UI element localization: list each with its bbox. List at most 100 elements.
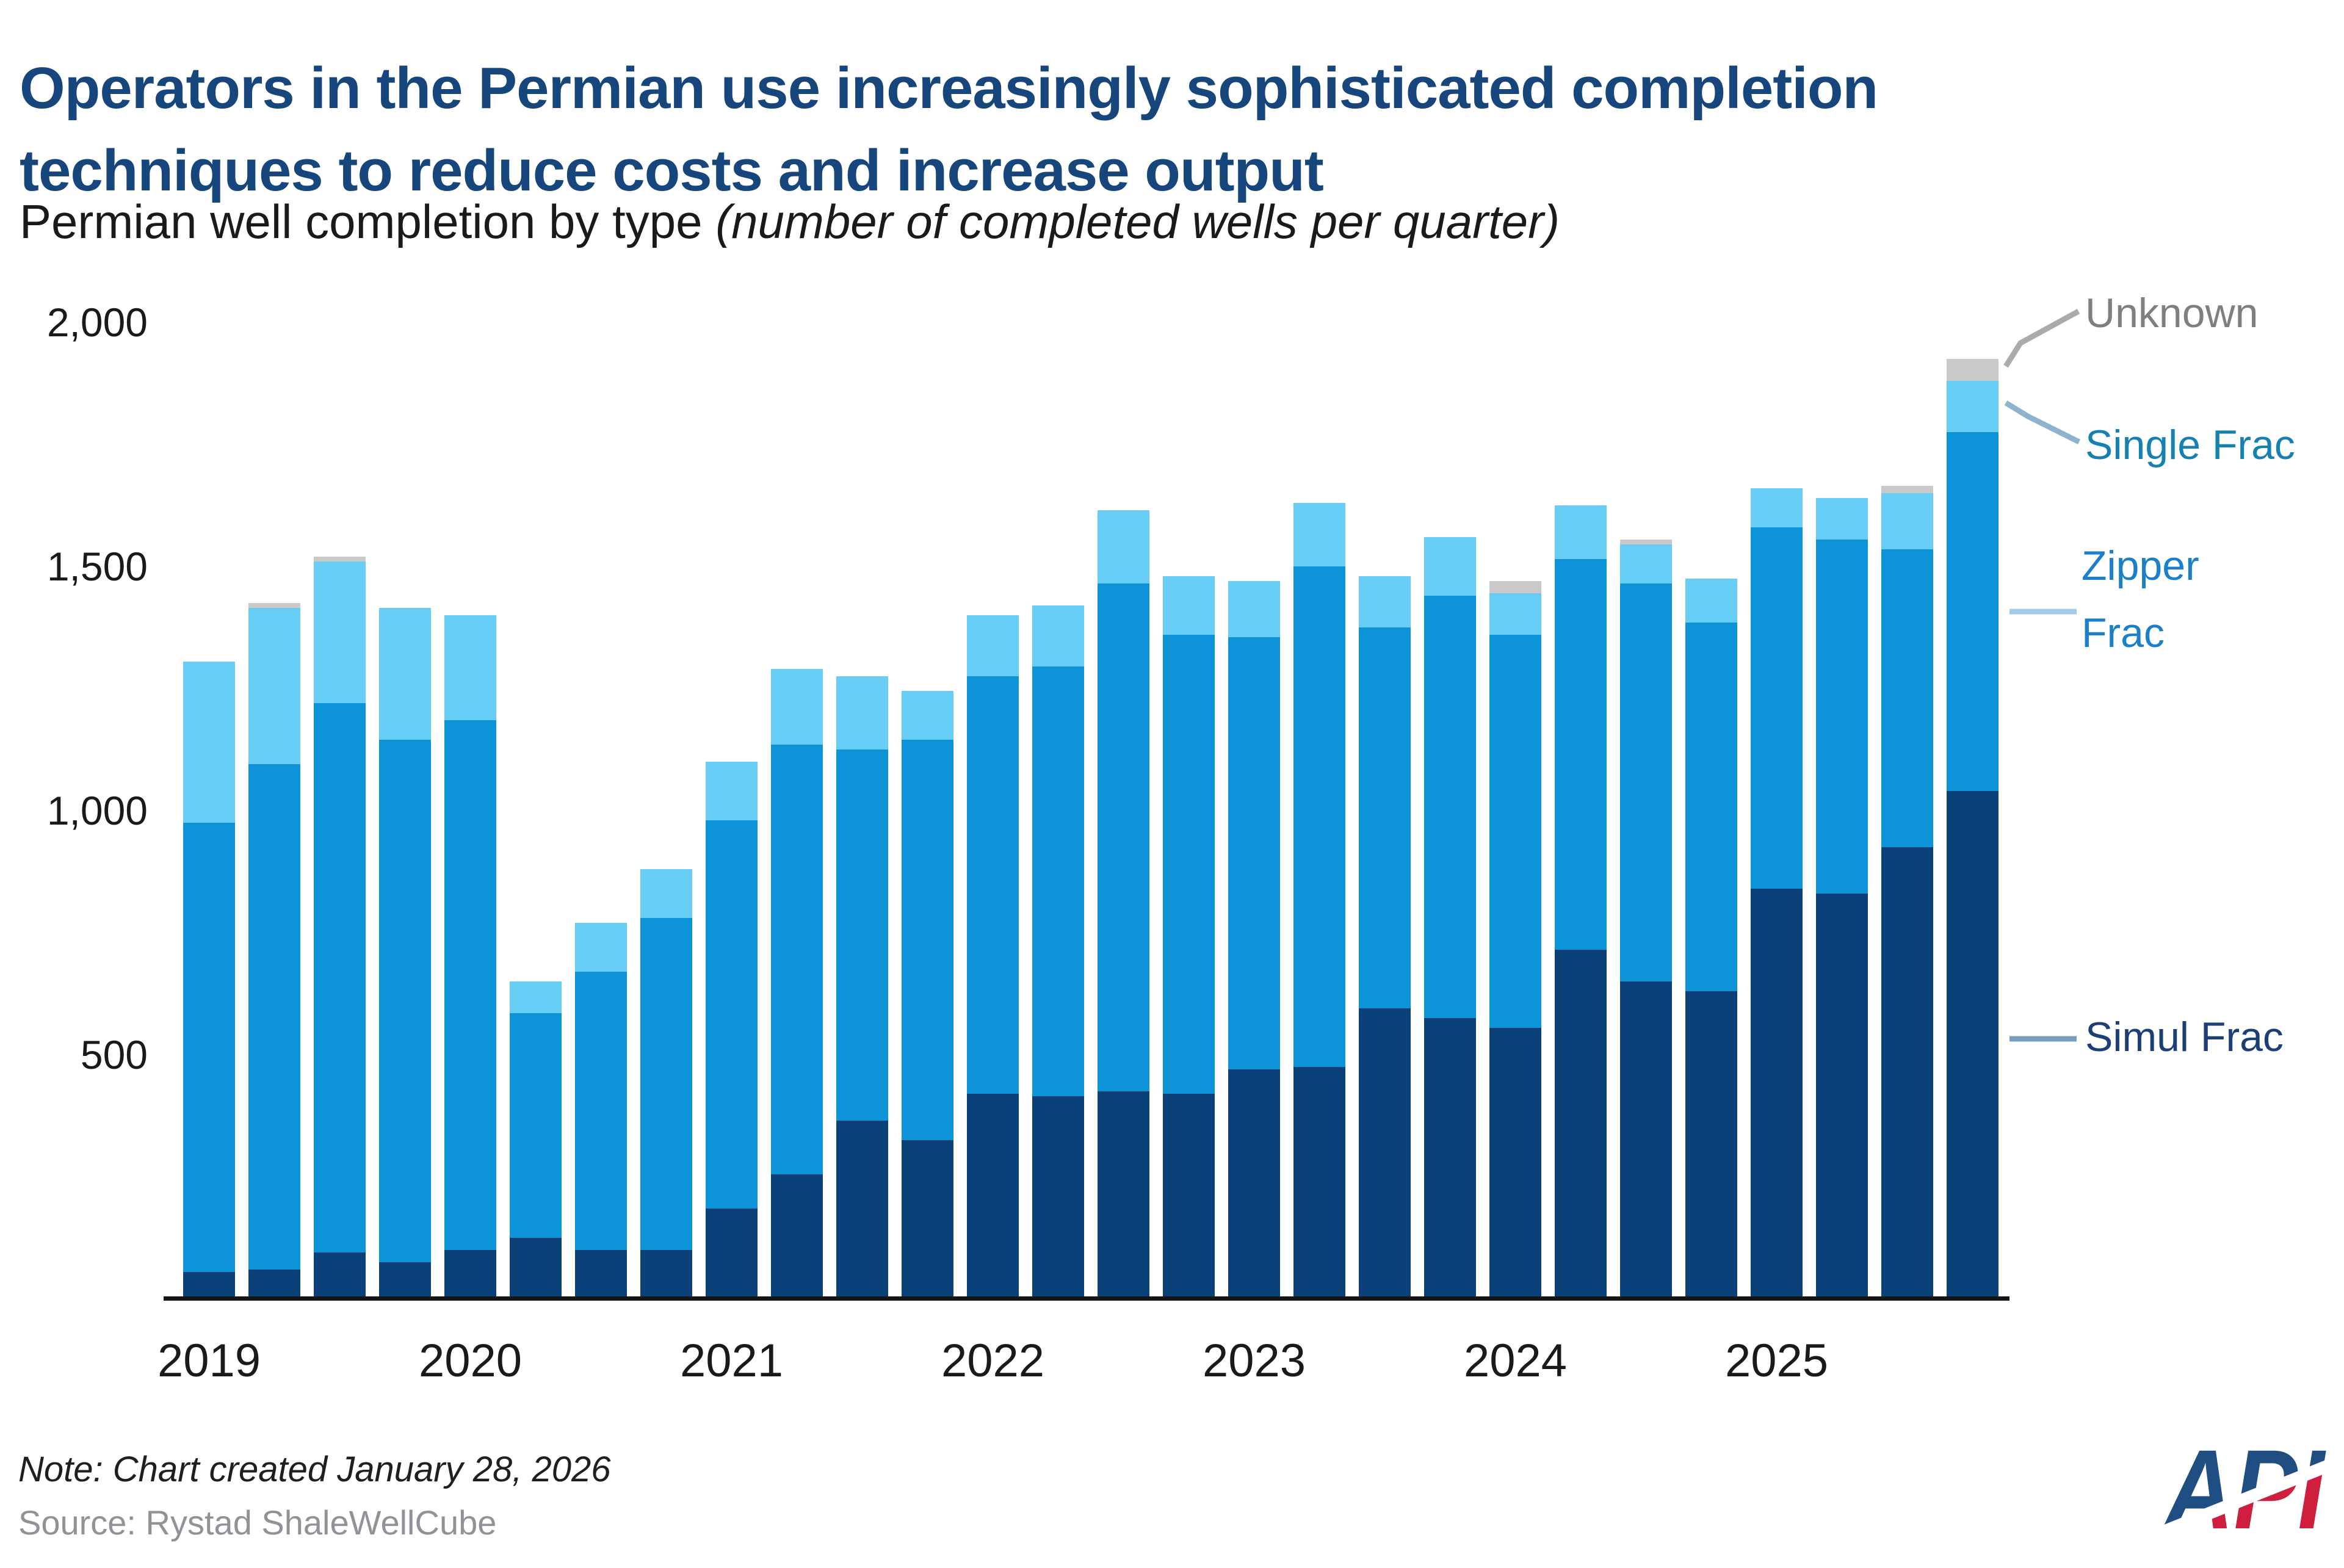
segment-simul-frac	[1816, 894, 1868, 1299]
segment-unknown	[1489, 581, 1541, 593]
bar-2024-Q4	[1685, 579, 1737, 1299]
bar-2021-Q2	[771, 669, 823, 1299]
segment-zipper-frac	[1424, 596, 1476, 1018]
segment-simul-frac	[640, 1250, 692, 1299]
segment-zipper-frac	[902, 740, 953, 1140]
segment-unknown	[1881, 486, 1933, 493]
segment-simul-frac	[248, 1270, 300, 1299]
segment-single-frac	[444, 615, 496, 720]
segment-zipper-frac	[1032, 667, 1084, 1096]
segment-simul-frac	[1424, 1018, 1476, 1299]
segment-single-frac	[1424, 537, 1476, 596]
bar-2020-Q1	[444, 615, 496, 1299]
segment-zipper-frac	[1489, 635, 1541, 1028]
segment-zipper-frac	[1163, 635, 1215, 1094]
bar-2020-Q4	[640, 869, 692, 1299]
title-line-2: techniques to reduce costs and increase …	[20, 137, 1324, 203]
bar-2024-Q3	[1620, 540, 1672, 1299]
segment-simul-frac	[1489, 1028, 1541, 1299]
segment-zipper-frac	[248, 764, 300, 1270]
segment-zipper-frac	[1816, 540, 1868, 894]
segment-simul-frac	[1947, 791, 1999, 1299]
segment-zipper-frac	[1228, 637, 1280, 1069]
bar-2025-Q4	[1947, 359, 1999, 1299]
segment-unknown	[1947, 359, 1999, 381]
segment-zipper-frac	[1293, 566, 1345, 1067]
segment-zipper-frac	[1359, 627, 1411, 1008]
segment-zipper-frac	[314, 703, 366, 1252]
segment-zipper-frac	[379, 740, 431, 1262]
chart-note: Note: Chart created January 28, 2026	[18, 1450, 611, 1489]
bar-2019-Q4	[379, 608, 431, 1299]
segment-simul-frac	[1228, 1069, 1280, 1299]
y-tick-label-2000: 2,000	[46, 300, 148, 345]
y-tick-label-1000: 1,000	[46, 788, 148, 833]
segment-single-frac	[1032, 605, 1084, 667]
bar-2021-Q1	[706, 762, 758, 1299]
segment-unknown	[248, 603, 300, 608]
segment-zipper-frac	[967, 676, 1019, 1094]
segment-zipper-frac	[510, 1013, 562, 1238]
segment-simul-frac	[575, 1250, 627, 1299]
segment-simul-frac	[1163, 1094, 1215, 1299]
segment-zipper-frac	[1620, 583, 1672, 981]
segment-single-frac	[1098, 510, 1149, 583]
bar-2023-Q4	[1424, 537, 1476, 1299]
title-line-1: Operators in the Permian use increasingl…	[20, 56, 1878, 121]
x-axis-label-2024: 2024	[1463, 1335, 1568, 1387]
segment-simul-frac	[1620, 981, 1672, 1299]
segment-single-frac	[836, 676, 888, 750]
bar-2020-Q3	[575, 923, 627, 1299]
segment-single-frac	[1293, 503, 1345, 566]
segment-simul-frac	[902, 1140, 953, 1299]
page-title: Operators in the Permian use increasingl…	[20, 48, 2193, 212]
bar-2024-Q2	[1555, 505, 1607, 1299]
segment-single-frac	[1163, 576, 1215, 635]
segment-single-frac	[510, 981, 562, 1013]
x-axis-label-2022: 2022	[941, 1335, 1045, 1387]
bar-2022-Q1	[967, 615, 1019, 1299]
segment-single-frac	[1359, 576, 1411, 627]
segment-single-frac	[1751, 488, 1803, 527]
segment-single-frac	[1947, 381, 1999, 432]
segment-single-frac	[1816, 498, 1868, 540]
bar-2019-Q1	[183, 662, 235, 1299]
segment-simul-frac	[314, 1252, 366, 1299]
segment-unknown	[1620, 540, 1672, 544]
segment-zipper-frac	[1685, 623, 1737, 991]
segment-zipper-frac	[771, 745, 823, 1174]
segment-single-frac	[706, 762, 758, 820]
api-logo: API API	[2163, 1427, 2326, 1553]
x-axis-label-2020: 2020	[418, 1335, 523, 1387]
bar-2025-Q2	[1816, 498, 1868, 1299]
segment-simul-frac	[510, 1238, 562, 1299]
segment-simul-frac	[1685, 991, 1737, 1299]
legend-item-simul-frac: Simul Frac	[2085, 1014, 2284, 1060]
x-axis-label-2019: 2019	[157, 1335, 261, 1387]
segment-single-frac	[379, 608, 431, 740]
segment-unknown	[314, 557, 366, 562]
y-tick-label-500: 500	[80, 1032, 148, 1077]
bar-2021-Q4	[902, 691, 953, 1299]
segment-zipper-frac	[575, 972, 627, 1250]
segment-simul-frac	[1881, 847, 1933, 1299]
segment-zipper-frac	[1947, 432, 1999, 791]
bar-2019-Q3	[314, 557, 366, 1299]
bar-2025-Q1	[1751, 488, 1803, 1299]
segment-single-frac	[1881, 493, 1933, 549]
segment-zipper-frac	[836, 750, 888, 1121]
x-axis-label-2025: 2025	[1724, 1335, 1829, 1387]
segment-single-frac	[967, 615, 1019, 676]
bar-2024-Q1	[1489, 581, 1541, 1299]
subtitle-plain: Permian well completion by type	[20, 195, 716, 248]
segment-zipper-frac	[444, 720, 496, 1250]
segment-simul-frac	[183, 1272, 235, 1299]
segment-simul-frac	[1098, 1091, 1149, 1299]
y-tick-label-1500: 1,500	[46, 544, 148, 589]
legend-item-unknown: Unknown	[2085, 290, 2259, 336]
x-axis-label-2023: 2023	[1202, 1335, 1306, 1387]
segment-simul-frac	[706, 1209, 758, 1299]
segment-simul-frac	[771, 1174, 823, 1299]
segment-single-frac	[1620, 544, 1672, 583]
